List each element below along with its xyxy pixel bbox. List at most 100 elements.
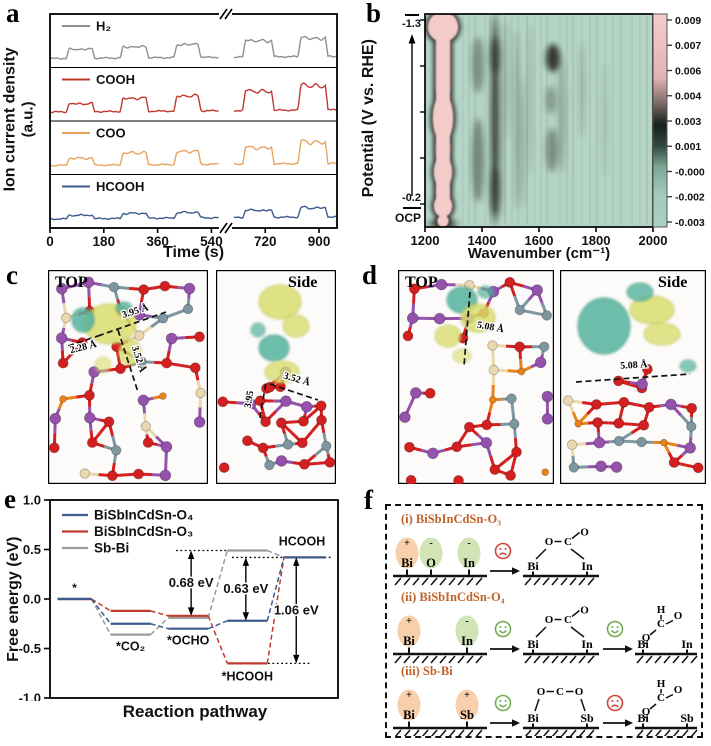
svg-text:O: O [674, 684, 683, 696]
svg-text:COO: COO [96, 126, 126, 141]
svg-text:O: O [545, 536, 554, 548]
svg-text:O: O [426, 556, 436, 570]
svg-text:900: 900 [308, 234, 331, 249]
panel-e-chart: 1.0 0.5 0.0 -0.5 -1.0 * *CO₂ *OCHO *HCOOH HCOOH 0.… [19, 493, 339, 702]
svg-text:2000: 2000 [639, 233, 668, 248]
panel-c-top-label: TOP [55, 274, 88, 291]
svg-text:-0.2: -0.2 [402, 192, 421, 204]
panel-f-row1-label: (i) BiSbInCdSn-O₃ [401, 512, 501, 526]
svg-text:-: - [467, 538, 470, 549]
panel-d-letter: d [362, 260, 378, 290]
svg-text:H: H [657, 604, 666, 616]
svg-text:1.06 eV: 1.06 eV [274, 602, 319, 617]
svg-text:0.63 eV: 0.63 eV [223, 581, 268, 596]
svg-text:720: 720 [254, 234, 277, 249]
svg-text:Bi: Bi [527, 637, 539, 651]
panel-d-top-view: 5.08 Å [398, 270, 554, 484]
svg-text:+: + [464, 690, 470, 701]
svg-text:BiSbInCdSn-O₄: BiSbInCdSn-O₄ [94, 508, 193, 523]
panel-e-x-axis-label: Reaction pathway [122, 702, 268, 721]
svg-text:O: O [642, 706, 651, 718]
panel-e-letter: e [4, 484, 16, 514]
svg-text:*: * [72, 581, 77, 595]
panel-c-letter: c [6, 260, 18, 290]
panel-f-row1-diagram: +Bi-O-In Bi InO CO [393, 527, 599, 586]
svg-text:*CO₂: *CO₂ [116, 640, 145, 654]
svg-text:C: C [556, 686, 564, 698]
svg-text:540: 540 [200, 234, 223, 249]
svg-text:C: C [564, 536, 572, 548]
svg-text:*OCHO: *OCHO [167, 634, 210, 648]
svg-text:O: O [580, 527, 589, 539]
svg-text:BiSbInCdSn-O₃: BiSbInCdSn-O₃ [94, 524, 193, 539]
svg-text:1200: 1200 [411, 233, 440, 248]
svg-text:Bi: Bi [527, 559, 539, 573]
svg-text:O: O [575, 686, 584, 698]
svg-text:-0.002: -0.002 [675, 192, 705, 204]
panel-c-side-view: 3.953.52 Å [216, 270, 336, 484]
svg-text:In: In [461, 634, 473, 648]
svg-text:+: + [406, 616, 412, 627]
panel-b-x-axis-label: Wavenumber (cm⁻¹) [467, 245, 611, 262]
svg-text:3.95: 3.95 [243, 390, 257, 409]
svg-text:0.003: 0.003 [675, 116, 701, 128]
svg-text:0.68 eV: 0.68 eV [169, 575, 214, 590]
svg-text:C: C [657, 618, 665, 630]
panel-c-top-view: 3.95 Å2.28 Å 3.52 Å [48, 270, 208, 484]
svg-text:1600: 1600 [525, 233, 554, 248]
svg-text:In: In [463, 556, 475, 570]
svg-text:5.08 Å: 5.08 Å [620, 358, 649, 371]
svg-text:Bi: Bi [401, 556, 413, 570]
panel-e: Free energy (eV) 1.0 0.5 0.0 -0.5 -1.0 * *CO₂ *… [0, 485, 360, 746]
svg-text:-: - [465, 616, 468, 627]
panel-d-side-label: Side [658, 274, 688, 291]
svg-text:C: C [564, 614, 572, 626]
svg-text:COOH: COOH [96, 72, 135, 87]
svg-text:Bi: Bi [403, 634, 415, 648]
panel-a-x-axis-label: Time (s) [162, 244, 225, 261]
panel-d-top-label: TOP [405, 274, 438, 291]
svg-text:O: O [580, 605, 589, 617]
svg-text:180: 180 [93, 234, 116, 249]
svg-text:360: 360 [146, 234, 169, 249]
svg-text:Sb: Sb [680, 711, 694, 725]
svg-text:0.5: 0.5 [23, 542, 41, 557]
panel-f-row2-label: (ii) BiSbInCdSn-O₄ [401, 590, 505, 604]
svg-text:Bi: Bi [527, 711, 539, 725]
svg-text:HCOOH: HCOOH [279, 534, 326, 548]
svg-text:Bi: Bi [637, 637, 649, 651]
svg-text:+: + [406, 690, 412, 701]
svg-text:O: O [537, 686, 546, 698]
svg-text:0.001: 0.001 [675, 141, 701, 153]
panel-b-letter: b [366, 0, 382, 28]
svg-text:Bi: Bi [403, 708, 415, 722]
svg-text:Sb-Bi: Sb-Bi [94, 541, 129, 556]
svg-text:0: 0 [46, 234, 54, 249]
svg-text:-0.003: -0.003 [675, 217, 705, 229]
svg-text:In: In [581, 559, 593, 573]
svg-text:In: In [581, 637, 593, 651]
panel-b-heatmap: -1.3 -0.2 OCP 1200 1400 1600 1800 2000 0.009 0.00… [395, 13, 705, 248]
panel-a-letter: a [6, 0, 20, 28]
panel-f-row3-label: (iii) Sb-Bi [401, 664, 453, 678]
svg-text:1.0: 1.0 [23, 493, 41, 508]
svg-text:0.0: 0.0 [23, 592, 41, 607]
svg-text:-0.5: -0.5 [19, 641, 41, 656]
svg-text:HCOOH: HCOOH [96, 179, 144, 194]
svg-text:-1.3: -1.3 [402, 18, 421, 30]
svg-text:OCP: OCP [395, 211, 421, 225]
svg-text:0.007: 0.007 [675, 40, 701, 52]
svg-text:In: In [681, 637, 693, 651]
panel-a: Ion current density (a.u.) H₂ COOH COO HCOO… [0, 0, 355, 262]
svg-text:H₂: H₂ [96, 19, 111, 34]
svg-text:*HCOOH: *HCOOH [222, 669, 273, 683]
panel-b: Potential (V vs. RHE) -1.3 -0.2 OCP 1200 140… [355, 0, 711, 262]
svg-text:0.004: 0.004 [675, 91, 701, 103]
svg-text:Sb: Sb [580, 711, 594, 725]
svg-text:-1.0: -1.0 [19, 691, 41, 702]
panel-f-letter: f [364, 485, 373, 515]
svg-text:-: - [429, 538, 432, 549]
svg-text:1400: 1400 [468, 233, 497, 248]
svg-text:O: O [545, 614, 554, 626]
